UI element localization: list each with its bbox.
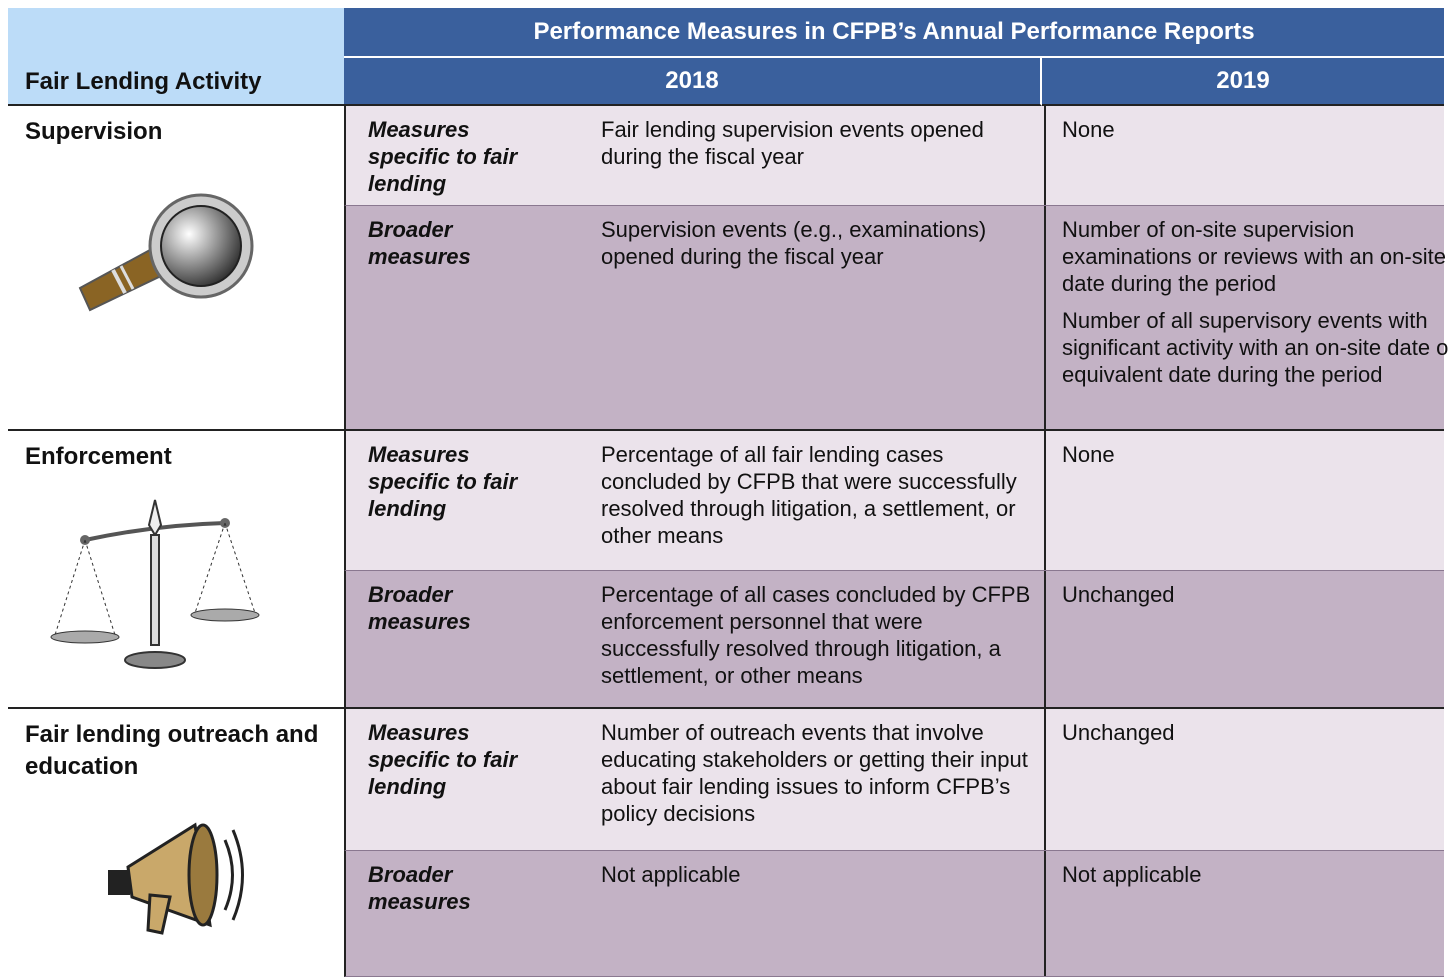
year-header: 2019 (1042, 58, 1444, 106)
measure-2018: Supervision events (e.g., examinations) … (601, 217, 987, 269)
measure-2018: Percentage of all fair lending cases con… (601, 442, 1017, 548)
measure-row: Broader measures Supervision events (e.g.… (344, 206, 1448, 431)
measure-2019: None (1044, 106, 1448, 205)
measure-2019: Unchanged (1044, 571, 1448, 707)
table-title: Performance Measures in CFPB’s Annual Pe… (344, 8, 1444, 58)
measure-type: Broader measures (368, 217, 471, 269)
measure-type: Broader measures (368, 862, 471, 914)
measure-type: Measures specific to fair lending (368, 720, 518, 799)
measure-2019: Number of on-site supervision examinatio… (1044, 206, 1448, 429)
measure-2019-item: None (1062, 117, 1115, 142)
measure-row: Measures specific to fair lending Fair le… (344, 106, 1444, 206)
measure-2018: Not applicable (601, 862, 741, 887)
measure-2019: None (1044, 431, 1448, 570)
activity-cell: Enforcement (8, 431, 344, 709)
measure-2018: Number of outreach events that involve e… (601, 720, 1028, 826)
activity-cell: Fair lending outreach and education (8, 709, 344, 977)
measure-row: Measures specific to fair lending Number … (344, 709, 1444, 851)
megaphone-icon (108, 822, 244, 935)
year-header: 2018 (344, 58, 1042, 106)
measure-2019: Not applicable (1044, 851, 1448, 976)
activity-name: Enforcement (25, 443, 172, 470)
measure-2019-item: Not applicable (1062, 862, 1202, 887)
measure-row: Broader measures Not applicable Not applic… (344, 851, 1444, 977)
measure-2018: Fair lending supervision events opened d… (601, 117, 984, 169)
measure-2018: Percentage of all cases concluded by CFP… (601, 582, 1031, 688)
measure-row: Measures specific to fair lending Percent… (344, 431, 1444, 571)
measure-type: Broader measures (368, 582, 471, 634)
scales-icon (50, 499, 260, 669)
measure-type: Measures specific to fair lending (368, 442, 518, 521)
header-label: Fair Lending Activity (25, 68, 262, 95)
measure-2019-item: None (1062, 442, 1115, 467)
magnifier-icon (78, 193, 254, 312)
measure-2019-item: Number of on-site supervision examinatio… (1062, 217, 1446, 296)
measure-2019-item: Unchanged (1062, 582, 1175, 607)
activity-name: Fair lending outreach and education (25, 721, 319, 780)
measure-2019: Unchanged (1044, 709, 1448, 850)
measure-2019-item: Unchanged (1062, 720, 1175, 745)
measure-type: Measures specific to fair lending (368, 117, 518, 196)
activity-cell: Supervision (8, 106, 344, 431)
activity-name: Supervision (25, 118, 163, 145)
measure-2019-item: Number of all supervisory events with si… (1062, 308, 1448, 387)
measure-row: Broader measures Percentage of all cases … (344, 571, 1444, 709)
activity-header: Fair Lending Activity (8, 8, 344, 106)
